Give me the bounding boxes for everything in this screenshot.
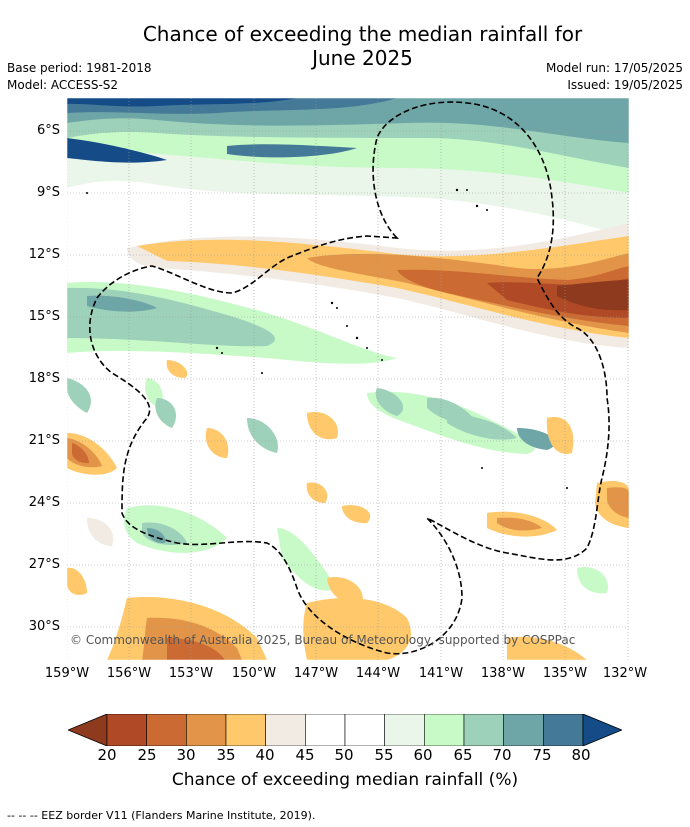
colorbar-tick-label: 45 (295, 746, 315, 764)
colorbar (68, 714, 622, 746)
lon-label: 132°W (602, 666, 648, 681)
colorbar-tick-label: 30 (176, 746, 196, 764)
island-markers (86, 188, 568, 489)
colorbar-tick-label: 75 (532, 746, 552, 764)
model-label: Model: ACCESS-S2 (7, 78, 119, 92)
colorbar-swatch (146, 714, 187, 746)
lat-label: 12°S (28, 247, 60, 262)
colorbar-title: Chance of exceeding median rainfall (%) (171, 770, 519, 790)
lon-label: 141°W (418, 666, 464, 681)
title-line-1: Chance of exceeding the median rainfall … (142, 22, 583, 46)
colorbar-tick-label: 70 (492, 746, 512, 764)
colorbar-tick-label: 65 (453, 746, 473, 764)
lat-label: 15°S (28, 309, 60, 324)
colorbar-tick-label: 60 (413, 746, 433, 764)
colorbar-swatch (225, 714, 266, 746)
lat-label: 18°S (28, 371, 60, 386)
colorbar-swatch (265, 714, 306, 746)
meta-right: Model run: 17/05/2025 Issued: 19/05/2025 (546, 60, 683, 94)
lat-label: 24°S (28, 495, 60, 510)
lon-label: 147°W (293, 666, 339, 681)
colorbar-tick-label: 40 (255, 746, 275, 764)
meta-left: Base period: 1981-2018 Model: ACCESS-S2 (7, 60, 152, 94)
issued-label: Issued: 19/05/2025 (567, 78, 683, 92)
colorbar-tick-label: 55 (374, 746, 394, 764)
rainfall-map: © Commonwealth of Australia 2025, Bureau… (67, 98, 629, 660)
colorbar-swatch (106, 714, 147, 746)
colorbar-swatch (305, 714, 346, 746)
lat-label: 21°S (28, 433, 60, 448)
colorbar-swatch (344, 714, 385, 746)
base-period-label: Base period: 1981-2018 (7, 61, 152, 75)
lon-label: 153°W (168, 666, 214, 681)
copyright-notice: © Commonwealth of Australia 2025, Bureau… (70, 633, 575, 647)
colorbar-tick-label: 80 (571, 746, 591, 764)
colorbar-tick-label: 25 (137, 746, 157, 764)
lon-label: 138°W (480, 666, 526, 681)
colorbar-swatch (543, 714, 584, 746)
eez-border (89, 101, 610, 655)
colorbar-tick-label: 20 (97, 746, 117, 764)
colorbar-swatch (384, 714, 425, 746)
colorbar-swatch (186, 714, 227, 746)
rainfall-contours (67, 98, 629, 660)
lon-label: 144°W (355, 666, 401, 681)
colorbar-extension-high (582, 714, 622, 746)
colorbar-tick-label: 35 (216, 746, 236, 764)
lat-label: 27°S (28, 557, 60, 572)
lon-label: 159°W (44, 666, 90, 681)
colorbar-extension-low (68, 714, 108, 746)
map-title: Chance of exceeding the median rainfall … (0, 22, 690, 70)
title-line-2: June 2025 (312, 46, 413, 70)
lon-label: 150°W (231, 666, 277, 681)
lat-label: 6°S (36, 123, 60, 138)
lat-label: 30°S (28, 619, 60, 634)
eez-footer-note: -- -- -- EEZ border V11 (Flanders Marine… (7, 809, 316, 822)
colorbar-swatch (503, 714, 544, 746)
colorbar-swatch (463, 714, 504, 746)
model-run-label: Model run: 17/05/2025 (545, 61, 683, 75)
colorbar-tick-label: 50 (334, 746, 354, 764)
lat-label: 9°S (36, 185, 60, 200)
lon-label: 156°W (106, 666, 152, 681)
lon-label: 135°W (542, 666, 588, 681)
colorbar-swatch (424, 714, 465, 746)
